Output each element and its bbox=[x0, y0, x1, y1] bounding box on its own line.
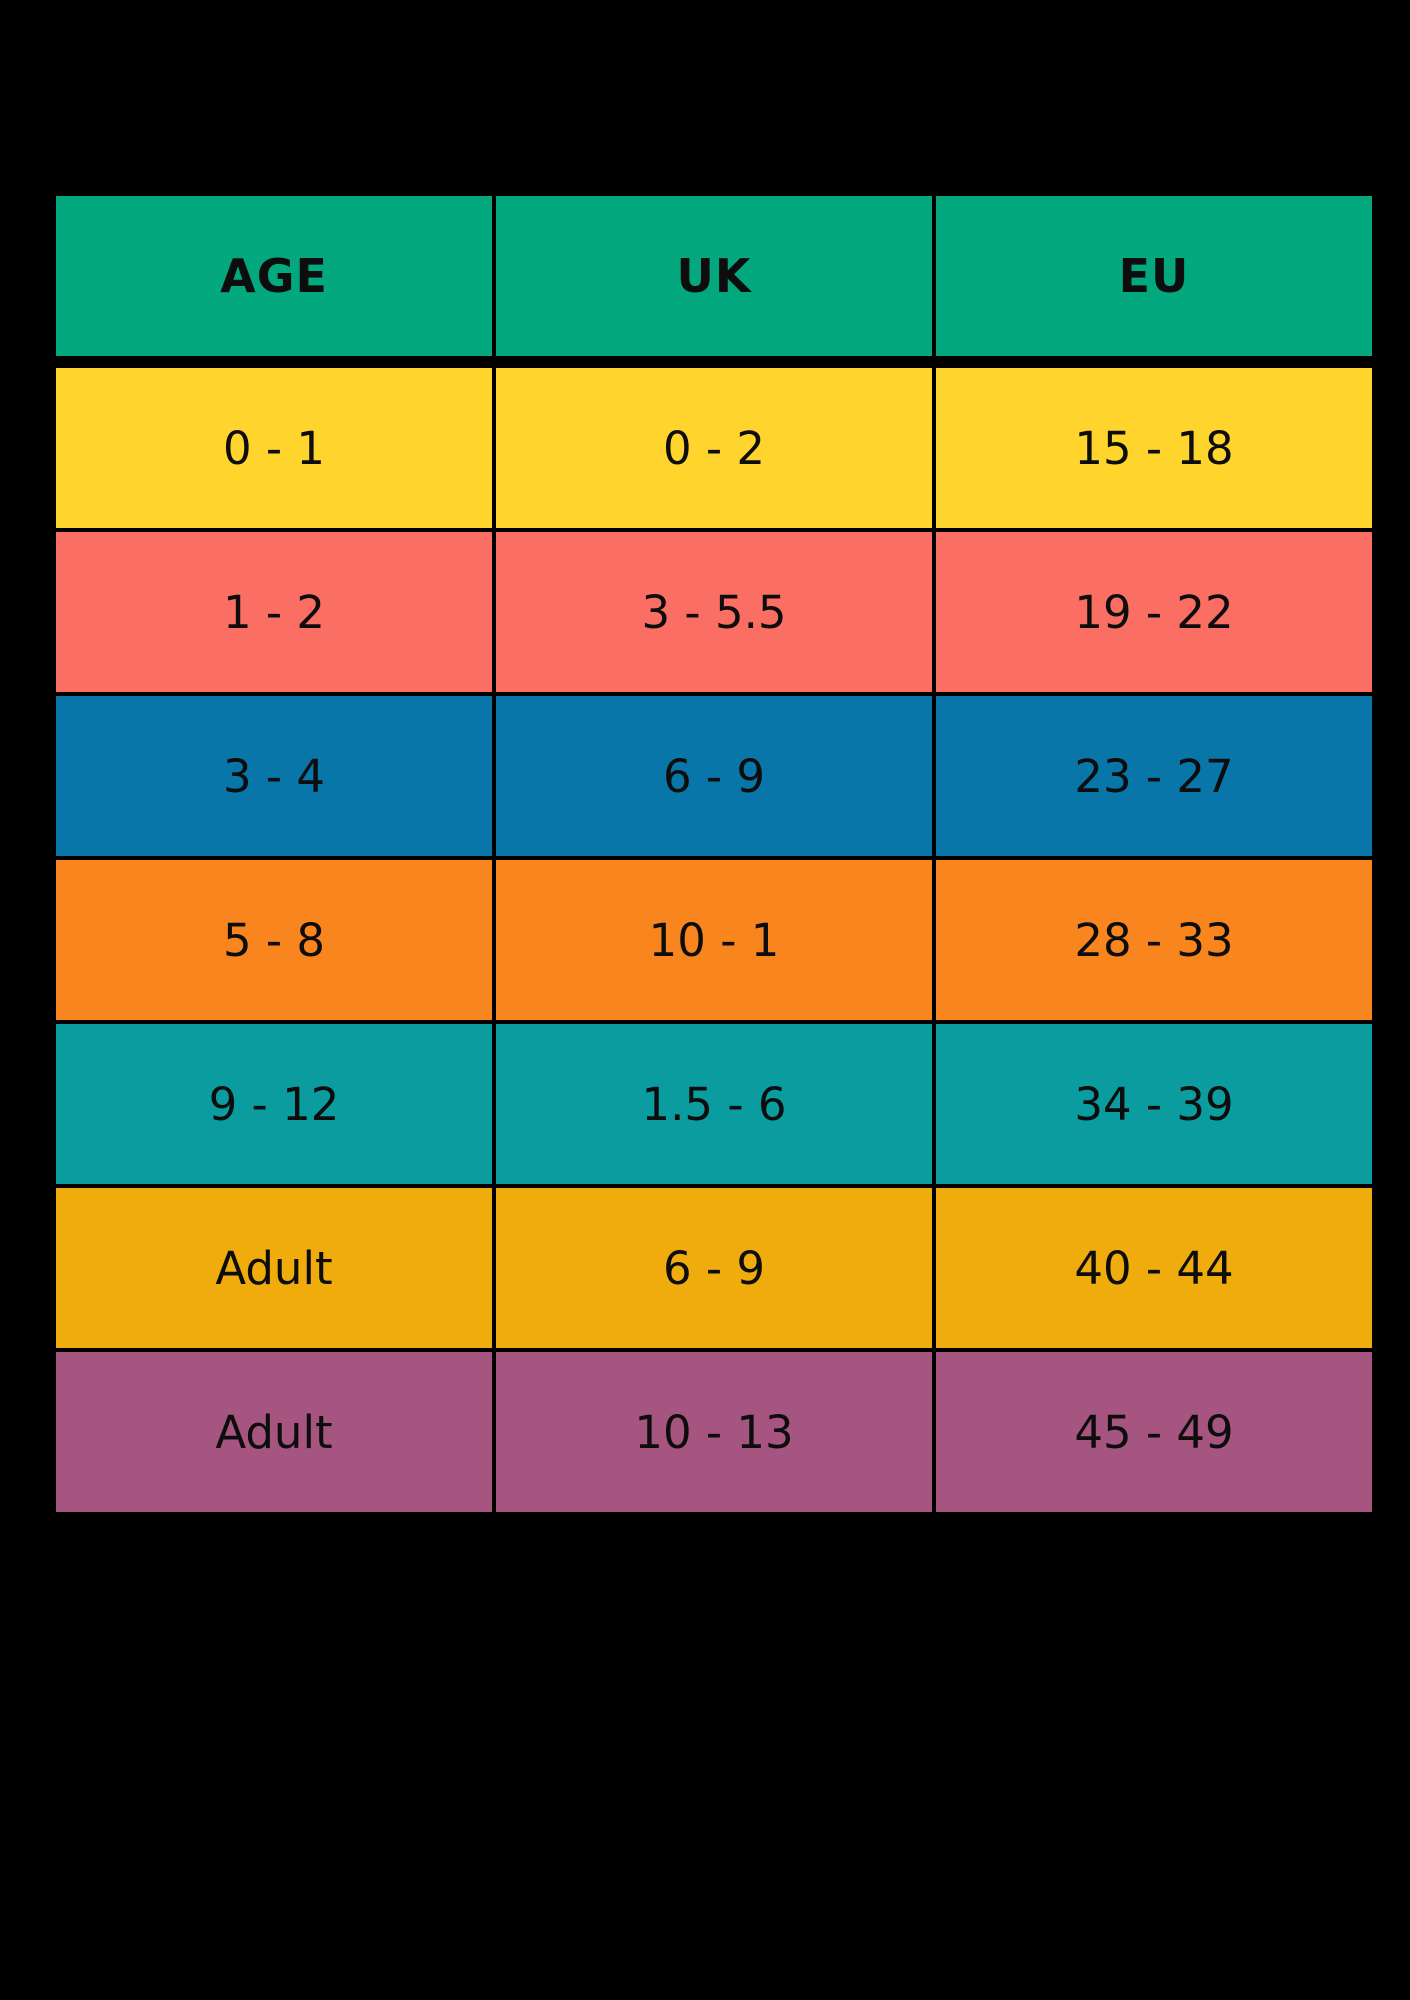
cell-uk: 0 - 2 bbox=[496, 368, 932, 528]
header-cell-eu: EU bbox=[936, 196, 1372, 356]
cell-age: 9 - 12 bbox=[56, 1024, 492, 1184]
header-cell-uk: UK bbox=[496, 196, 932, 356]
cell-uk: 10 - 1 bbox=[496, 860, 932, 1020]
cell-eu: 34 - 39 bbox=[936, 1024, 1372, 1184]
table-header-row: AGE UK EU bbox=[56, 196, 1372, 356]
table-row: 3 - 4 6 - 9 23 - 27 bbox=[56, 696, 1372, 856]
cell-age: 1 - 2 bbox=[56, 532, 492, 692]
cell-uk: 3 - 5.5 bbox=[496, 532, 932, 692]
cell-uk: 10 - 13 bbox=[496, 1352, 932, 1512]
cell-age: 0 - 1 bbox=[56, 368, 492, 528]
cell-uk: 6 - 9 bbox=[496, 696, 932, 856]
cell-eu: 40 - 44 bbox=[936, 1188, 1372, 1348]
cell-eu: 45 - 49 bbox=[936, 1352, 1372, 1512]
cell-uk: 1.5 - 6 bbox=[496, 1024, 932, 1184]
header-cell-age: AGE bbox=[56, 196, 492, 356]
cell-eu: 28 - 33 bbox=[936, 860, 1372, 1020]
cell-eu: 19 - 22 bbox=[936, 532, 1372, 692]
cell-age: Adult bbox=[56, 1352, 492, 1512]
table-row: 5 - 8 10 - 1 28 - 33 bbox=[56, 860, 1372, 1020]
cell-age: 3 - 4 bbox=[56, 696, 492, 856]
table-row: 1 - 2 3 - 5.5 19 - 22 bbox=[56, 532, 1372, 692]
cell-eu: 15 - 18 bbox=[936, 368, 1372, 528]
table-row: Adult 10 - 13 45 - 49 bbox=[56, 1352, 1372, 1512]
cell-uk: 6 - 9 bbox=[496, 1188, 932, 1348]
table-row: 0 - 1 0 - 2 15 - 18 bbox=[56, 368, 1372, 528]
table-row: 9 - 12 1.5 - 6 34 - 39 bbox=[56, 1024, 1372, 1184]
table-row: Adult 6 - 9 40 - 44 bbox=[56, 1188, 1372, 1348]
cell-age: Adult bbox=[56, 1188, 492, 1348]
size-conversion-table: AGE UK EU 0 - 1 0 - 2 15 - 18 1 - 2 3 - … bbox=[56, 196, 1372, 1512]
cell-eu: 23 - 27 bbox=[936, 696, 1372, 856]
cell-age: 5 - 8 bbox=[56, 860, 492, 1020]
